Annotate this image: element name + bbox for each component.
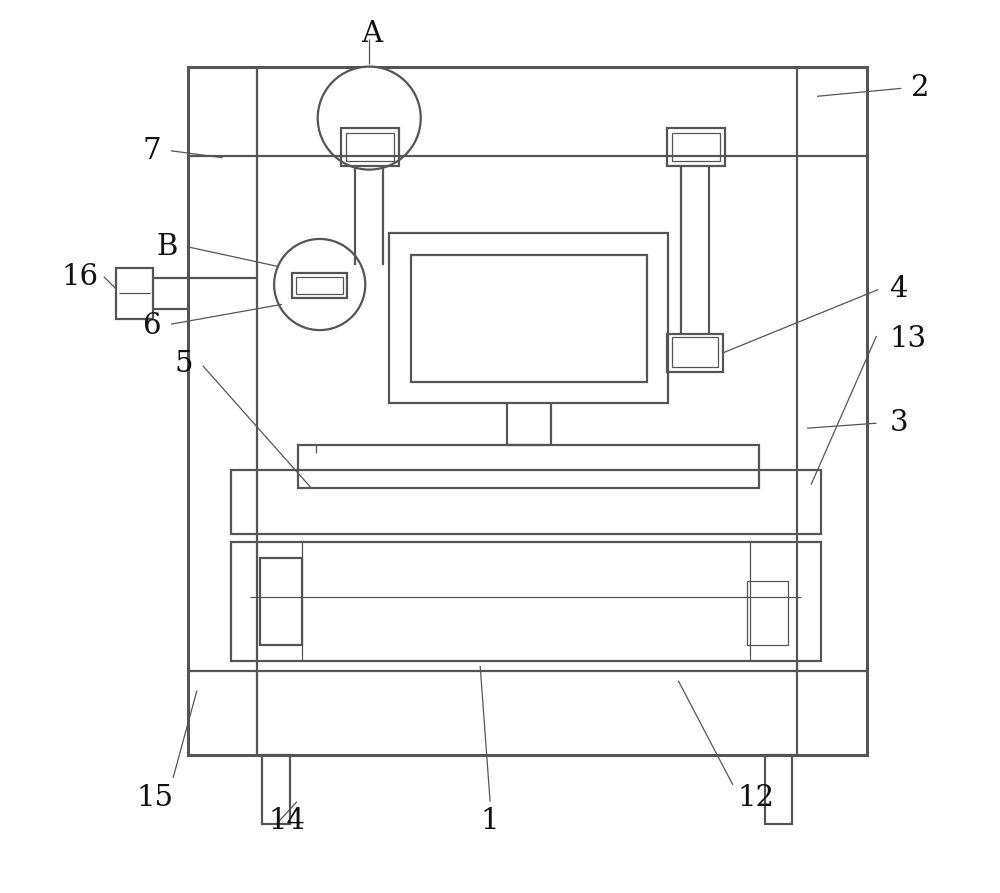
- Text: 14: 14: [269, 807, 306, 836]
- Text: 7: 7: [143, 137, 161, 165]
- Text: A: A: [361, 20, 382, 48]
- Text: 6: 6: [143, 313, 161, 340]
- Bar: [341, 128, 399, 165]
- Bar: [667, 128, 725, 165]
- Text: 12: 12: [738, 784, 775, 812]
- Text: 4: 4: [889, 275, 908, 304]
- Bar: [296, 277, 343, 295]
- Bar: [667, 334, 723, 371]
- Circle shape: [318, 67, 421, 170]
- Bar: [260, 558, 302, 645]
- Bar: [747, 580, 788, 645]
- Bar: [389, 233, 668, 404]
- Bar: [672, 133, 720, 161]
- Text: 2: 2: [911, 74, 930, 103]
- Bar: [231, 470, 821, 534]
- Text: 15: 15: [137, 784, 174, 812]
- Text: 1: 1: [481, 807, 499, 836]
- Bar: [292, 272, 347, 298]
- Bar: [298, 445, 759, 488]
- Bar: [411, 255, 647, 381]
- Bar: [765, 755, 792, 824]
- Bar: [188, 67, 867, 755]
- Text: B: B: [157, 233, 178, 261]
- Bar: [262, 755, 290, 824]
- Bar: [116, 268, 153, 319]
- Bar: [672, 337, 718, 367]
- Circle shape: [274, 239, 365, 330]
- Text: 3: 3: [889, 409, 908, 438]
- Bar: [231, 542, 821, 661]
- Text: 13: 13: [889, 325, 926, 353]
- Text: 16: 16: [62, 263, 99, 290]
- Text: 5: 5: [174, 350, 193, 378]
- Bar: [346, 133, 394, 161]
